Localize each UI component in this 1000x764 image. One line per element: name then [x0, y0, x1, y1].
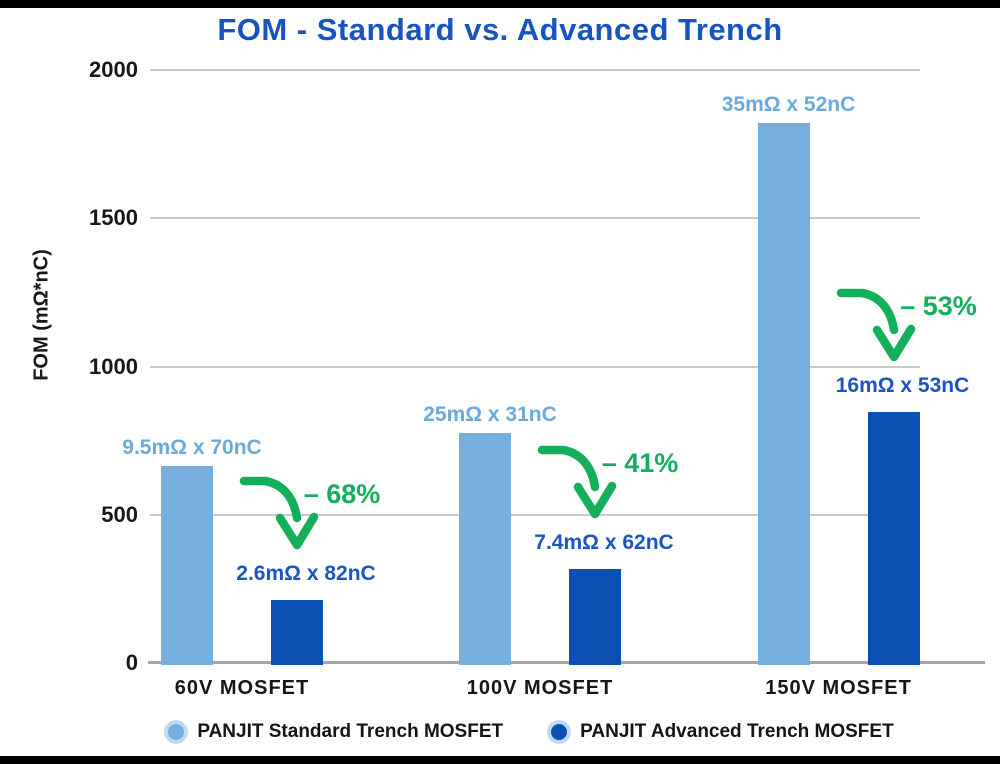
bar-advanced-60v-mosfet: [271, 599, 323, 665]
gridline-500: [150, 513, 920, 516]
legend-label-advanced: PANJIT Advanced Trench MOSFET: [580, 721, 894, 742]
gridline-1500: [150, 217, 920, 220]
advanced-legend-circle-icon: [547, 720, 572, 744]
chart-title: FOM - Standard vs. Advanced Trench: [217, 12, 783, 47]
bar-value-label-advanced-100v-mosfet: 7.4mΩ x 62nC: [534, 531, 674, 554]
legend-item-advanced: PANJIT Advanced Trench MOSFET: [547, 720, 894, 744]
y-tick-label-1000: 1000: [89, 353, 138, 379]
reduction-percent-1: – 68%: [303, 478, 381, 509]
x-category-label-150v-mosfet: 150V MOSFET: [765, 677, 912, 699]
x-category-label-100v-mosfet: 100V MOSFET: [466, 677, 614, 699]
reduction-arrow-icon-1: [237, 472, 321, 552]
legend-item-standard: PANJIT Standard Trench MOSFET: [164, 720, 503, 744]
legend-label-standard: PANJIT Standard Trench MOSFET: [197, 721, 504, 742]
bar-value-label-advanced-150v-mosfet: 16mΩ x 53nC: [835, 373, 970, 397]
bar-standard-150v-mosfet: [757, 123, 810, 665]
legend: PANJIT Standard Trench MOSFET PANJIT Adva…: [0, 714, 1000, 750]
bar-advanced-100v-mosfet: [569, 569, 621, 665]
gridline-2000: [150, 69, 920, 71]
reduction-arrow-icon-2: [535, 441, 619, 521]
y-tick-label-0: 0: [125, 650, 138, 675]
x-category-label-60v-mosfet: 60V MOSFET: [174, 677, 310, 699]
gridline-1000: [150, 365, 920, 368]
bottom-border: [0, 756, 1000, 764]
bar-value-label-standard-150v-mosfet: 35mΩ x 52nC: [721, 93, 856, 117]
bar-value-label-standard-60v-mosfet: 9.5mΩ x 70nC: [122, 435, 262, 459]
bar-standard-100v-mosfet: [459, 433, 511, 665]
reduction-percent-3: – 53%: [900, 290, 977, 321]
y-tick-label-500: 500: [101, 501, 138, 527]
bar-standard-60v-mosfet: [161, 465, 213, 665]
standard-legend-circle-icon: [164, 720, 189, 744]
bar-advanced-150v-mosfet: [867, 411, 920, 665]
top-border: [0, 0, 1000, 8]
reduction-arrow-icon-3: [834, 284, 918, 364]
x-axis-line: [148, 661, 985, 664]
reduction-percent-2: – 41%: [601, 448, 679, 478]
y-tick-label-2000: 2000: [89, 57, 138, 82]
bar-value-label-advanced-60v-mosfet: 2.6mΩ x 82nC: [236, 561, 376, 585]
y-tick-label-1500: 1500: [89, 205, 138, 231]
bar-value-label-standard-100v-mosfet: 25mΩ x 31nC: [423, 403, 557, 427]
